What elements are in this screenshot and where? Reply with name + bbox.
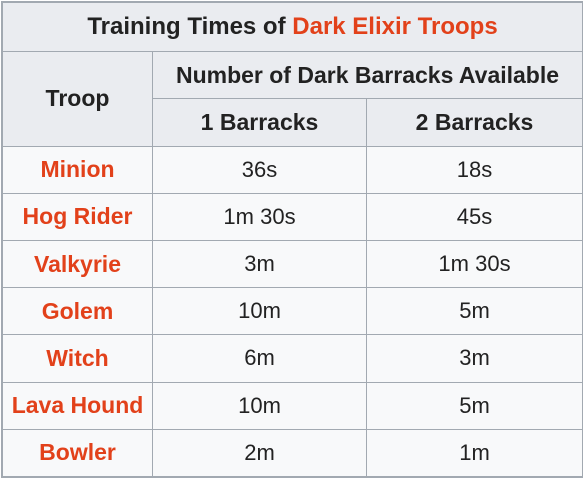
troop-name-link[interactable]: Minion bbox=[3, 146, 153, 193]
troop-column-header: Troop bbox=[3, 52, 153, 146]
one-barracks-time: 3m bbox=[153, 240, 367, 287]
two-barracks-time: 1m 30s bbox=[367, 240, 583, 287]
troop-name-link[interactable]: Hog Rider bbox=[3, 193, 153, 240]
barracks-group-header: Number of Dark Barracks Available bbox=[153, 52, 583, 99]
table-row: Witch 6m 3m bbox=[3, 335, 583, 382]
one-barracks-time: 10m bbox=[153, 288, 367, 335]
two-barracks-header: 2 Barracks bbox=[367, 99, 583, 146]
two-barracks-time: 3m bbox=[367, 335, 583, 382]
one-barracks-time: 36s bbox=[153, 146, 367, 193]
one-barracks-header: 1 Barracks bbox=[153, 99, 367, 146]
one-barracks-time: 10m bbox=[153, 382, 367, 429]
two-barracks-time: 45s bbox=[367, 193, 583, 240]
table-row: Valkyrie 3m 1m 30s bbox=[3, 240, 583, 287]
troop-name-link[interactable]: Valkyrie bbox=[3, 240, 153, 287]
table-row: Golem 10m 5m bbox=[3, 288, 583, 335]
one-barracks-time: 1m 30s bbox=[153, 193, 367, 240]
two-barracks-time: 5m bbox=[367, 382, 583, 429]
table-row: Hog Rider 1m 30s 45s bbox=[3, 193, 583, 240]
two-barracks-time: 1m bbox=[367, 429, 583, 476]
troop-name-link[interactable]: Bowler bbox=[3, 429, 153, 476]
troop-name-link[interactable]: Lava Hound bbox=[3, 382, 153, 429]
table-row: Minion 36s 18s bbox=[3, 146, 583, 193]
one-barracks-time: 2m bbox=[153, 429, 367, 476]
table-row: Lava Hound 10m 5m bbox=[3, 382, 583, 429]
table-title: Training Times of Dark Elixir Troops bbox=[3, 3, 583, 52]
table-title-prefix: Training Times of bbox=[87, 13, 292, 40]
troop-name-link[interactable]: Witch bbox=[3, 335, 153, 382]
table-row: Bowler 2m 1m bbox=[3, 429, 583, 476]
two-barracks-time: 18s bbox=[367, 146, 583, 193]
one-barracks-time: 6m bbox=[153, 335, 367, 382]
troop-name-link[interactable]: Golem bbox=[3, 288, 153, 335]
two-barracks-time: 5m bbox=[367, 288, 583, 335]
table-title-accent: Dark Elixir Troops bbox=[292, 13, 497, 40]
